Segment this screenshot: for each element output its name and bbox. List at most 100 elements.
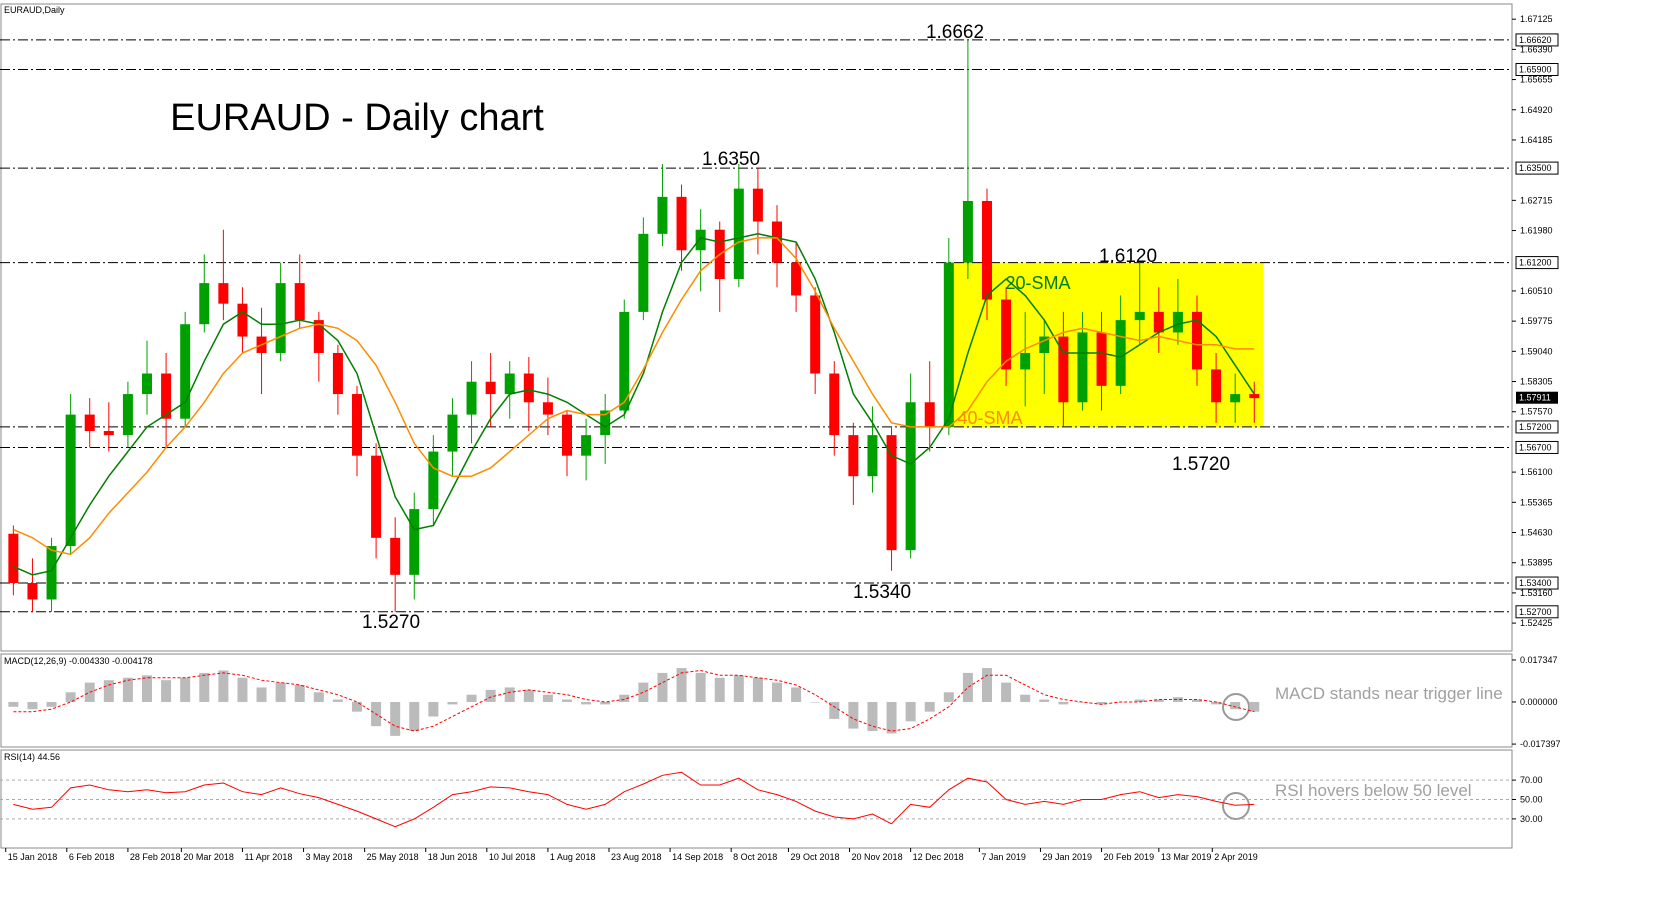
- level-label: 1.65900: [1519, 65, 1552, 75]
- macd-bar: [485, 689, 496, 702]
- macd-bar: [657, 672, 668, 702]
- candle-body: [466, 381, 477, 415]
- symbol-label: EURAUD,Daily: [4, 5, 65, 15]
- level-label: 1.61200: [1519, 258, 1552, 268]
- candle-body: [562, 414, 572, 456]
- macd-bar: [1039, 699, 1050, 702]
- highlight-circle: [1222, 693, 1250, 721]
- macd-bar: [313, 692, 324, 702]
- candle-body: [1001, 299, 1012, 370]
- candle-body: [428, 451, 439, 510]
- candle-body: [1192, 311, 1202, 370]
- macd-bar: [638, 682, 649, 702]
- sma-line: [13, 233, 1255, 576]
- macd-bar: [924, 701, 935, 712]
- candle-body: [943, 262, 954, 427]
- level-box: [1515, 33, 1559, 47]
- x-tick-label: 8 Oct 2018: [733, 852, 777, 862]
- candle-body: [352, 394, 362, 456]
- candle-body: [447, 414, 458, 452]
- y-tick-label: 1.54630: [1520, 528, 1553, 538]
- price-annotation: 1.5270: [362, 612, 420, 633]
- x-tick-label: 13 Mar 2019: [1161, 852, 1212, 862]
- candle-body: [1211, 369, 1222, 403]
- level-label: 1.53400: [1519, 578, 1552, 588]
- macd-bar: [237, 677, 248, 702]
- macd-bar: [218, 670, 229, 702]
- candle-body: [1249, 394, 1260, 399]
- x-tick-label: 10 Jul 2018: [489, 852, 536, 862]
- y-tick-label: 0.000000: [1520, 697, 1558, 707]
- macd-bar: [982, 668, 992, 702]
- macd-bar: [733, 675, 744, 702]
- candle-body: [485, 381, 496, 395]
- level-box: [1515, 576, 1559, 590]
- macd-bar: [1058, 701, 1069, 705]
- candle-body: [1039, 336, 1050, 353]
- macd-bar: [275, 682, 286, 702]
- candle-body: [294, 283, 305, 321]
- series-label: 40-SMA: [957, 408, 1022, 428]
- candle-body: [1077, 332, 1088, 403]
- candle-body: [199, 283, 210, 325]
- x-tick-label: 29 Oct 2018: [790, 852, 839, 862]
- candle-body: [733, 188, 744, 280]
- candle-body: [867, 435, 878, 477]
- x-tick-label: 20 Mar 2018: [183, 852, 234, 862]
- macd-bar: [447, 701, 458, 705]
- macd-bar: [848, 701, 859, 729]
- candle-body: [161, 373, 172, 419]
- macd-bar: [714, 677, 725, 702]
- y-tick-label: -0.017397: [1520, 739, 1561, 749]
- candle-body: [1153, 311, 1164, 333]
- y-tick-label: 1.59040: [1520, 346, 1553, 356]
- macd-bar: [103, 680, 114, 702]
- y-tick-label: 1.59775: [1520, 316, 1553, 326]
- macd-bar: [523, 689, 534, 702]
- candle-body: [237, 303, 248, 337]
- x-tick-label: 6 Feb 2018: [69, 852, 115, 862]
- candle-body: [65, 414, 76, 547]
- y-tick-label: 50.00: [1520, 795, 1543, 805]
- level-box: [1515, 161, 1559, 175]
- macd-bar: [504, 687, 515, 702]
- candle-body: [409, 509, 420, 575]
- candle-body: [1058, 336, 1069, 403]
- candle-body: [962, 200, 973, 263]
- y-tick-label: 1.53895: [1520, 558, 1553, 568]
- macd-bar: [1020, 694, 1031, 702]
- y-tick-label: 30.00: [1520, 814, 1543, 824]
- candle-body: [504, 373, 515, 395]
- macd-bar: [581, 701, 592, 705]
- x-tick-label: 15 Jan 2018: [8, 852, 58, 862]
- candle-body: [1230, 394, 1241, 403]
- macd-bar: [791, 687, 802, 702]
- candle-body: [122, 394, 133, 436]
- x-tick-label: 12 Dec 2018: [913, 852, 964, 862]
- macd-bar: [886, 701, 897, 734]
- macd-bar: [867, 701, 878, 732]
- level-label: 1.63500: [1519, 163, 1552, 173]
- macd-bar: [390, 701, 401, 736]
- x-tick-label: 23 Aug 2018: [611, 852, 662, 862]
- macd-bar: [676, 668, 687, 702]
- level-box: [1515, 605, 1559, 619]
- macd-bar: [161, 680, 172, 702]
- x-tick-label: 3 May 2018: [306, 852, 353, 862]
- x-tick-label: 2 Apr 2019: [1214, 852, 1258, 862]
- candle-body: [84, 414, 95, 432]
- x-tick-label: 1 Aug 2018: [550, 852, 596, 862]
- candle-body: [638, 233, 649, 312]
- y-tick-label: 1.56100: [1520, 467, 1553, 477]
- y-tick-label: 1.52425: [1520, 618, 1553, 628]
- candle-body: [676, 196, 687, 251]
- y-tick-label: 1.64920: [1520, 105, 1553, 115]
- candle-body: [180, 324, 191, 419]
- highlight-circle: [1222, 792, 1250, 820]
- level-box: [1515, 440, 1559, 454]
- candle-body: [829, 373, 840, 436]
- candle-body: [1134, 311, 1145, 321]
- macd-bar: [962, 672, 973, 702]
- x-tick-label: 29 Jan 2019: [1042, 852, 1092, 862]
- y-tick-label: 70.00: [1520, 775, 1543, 785]
